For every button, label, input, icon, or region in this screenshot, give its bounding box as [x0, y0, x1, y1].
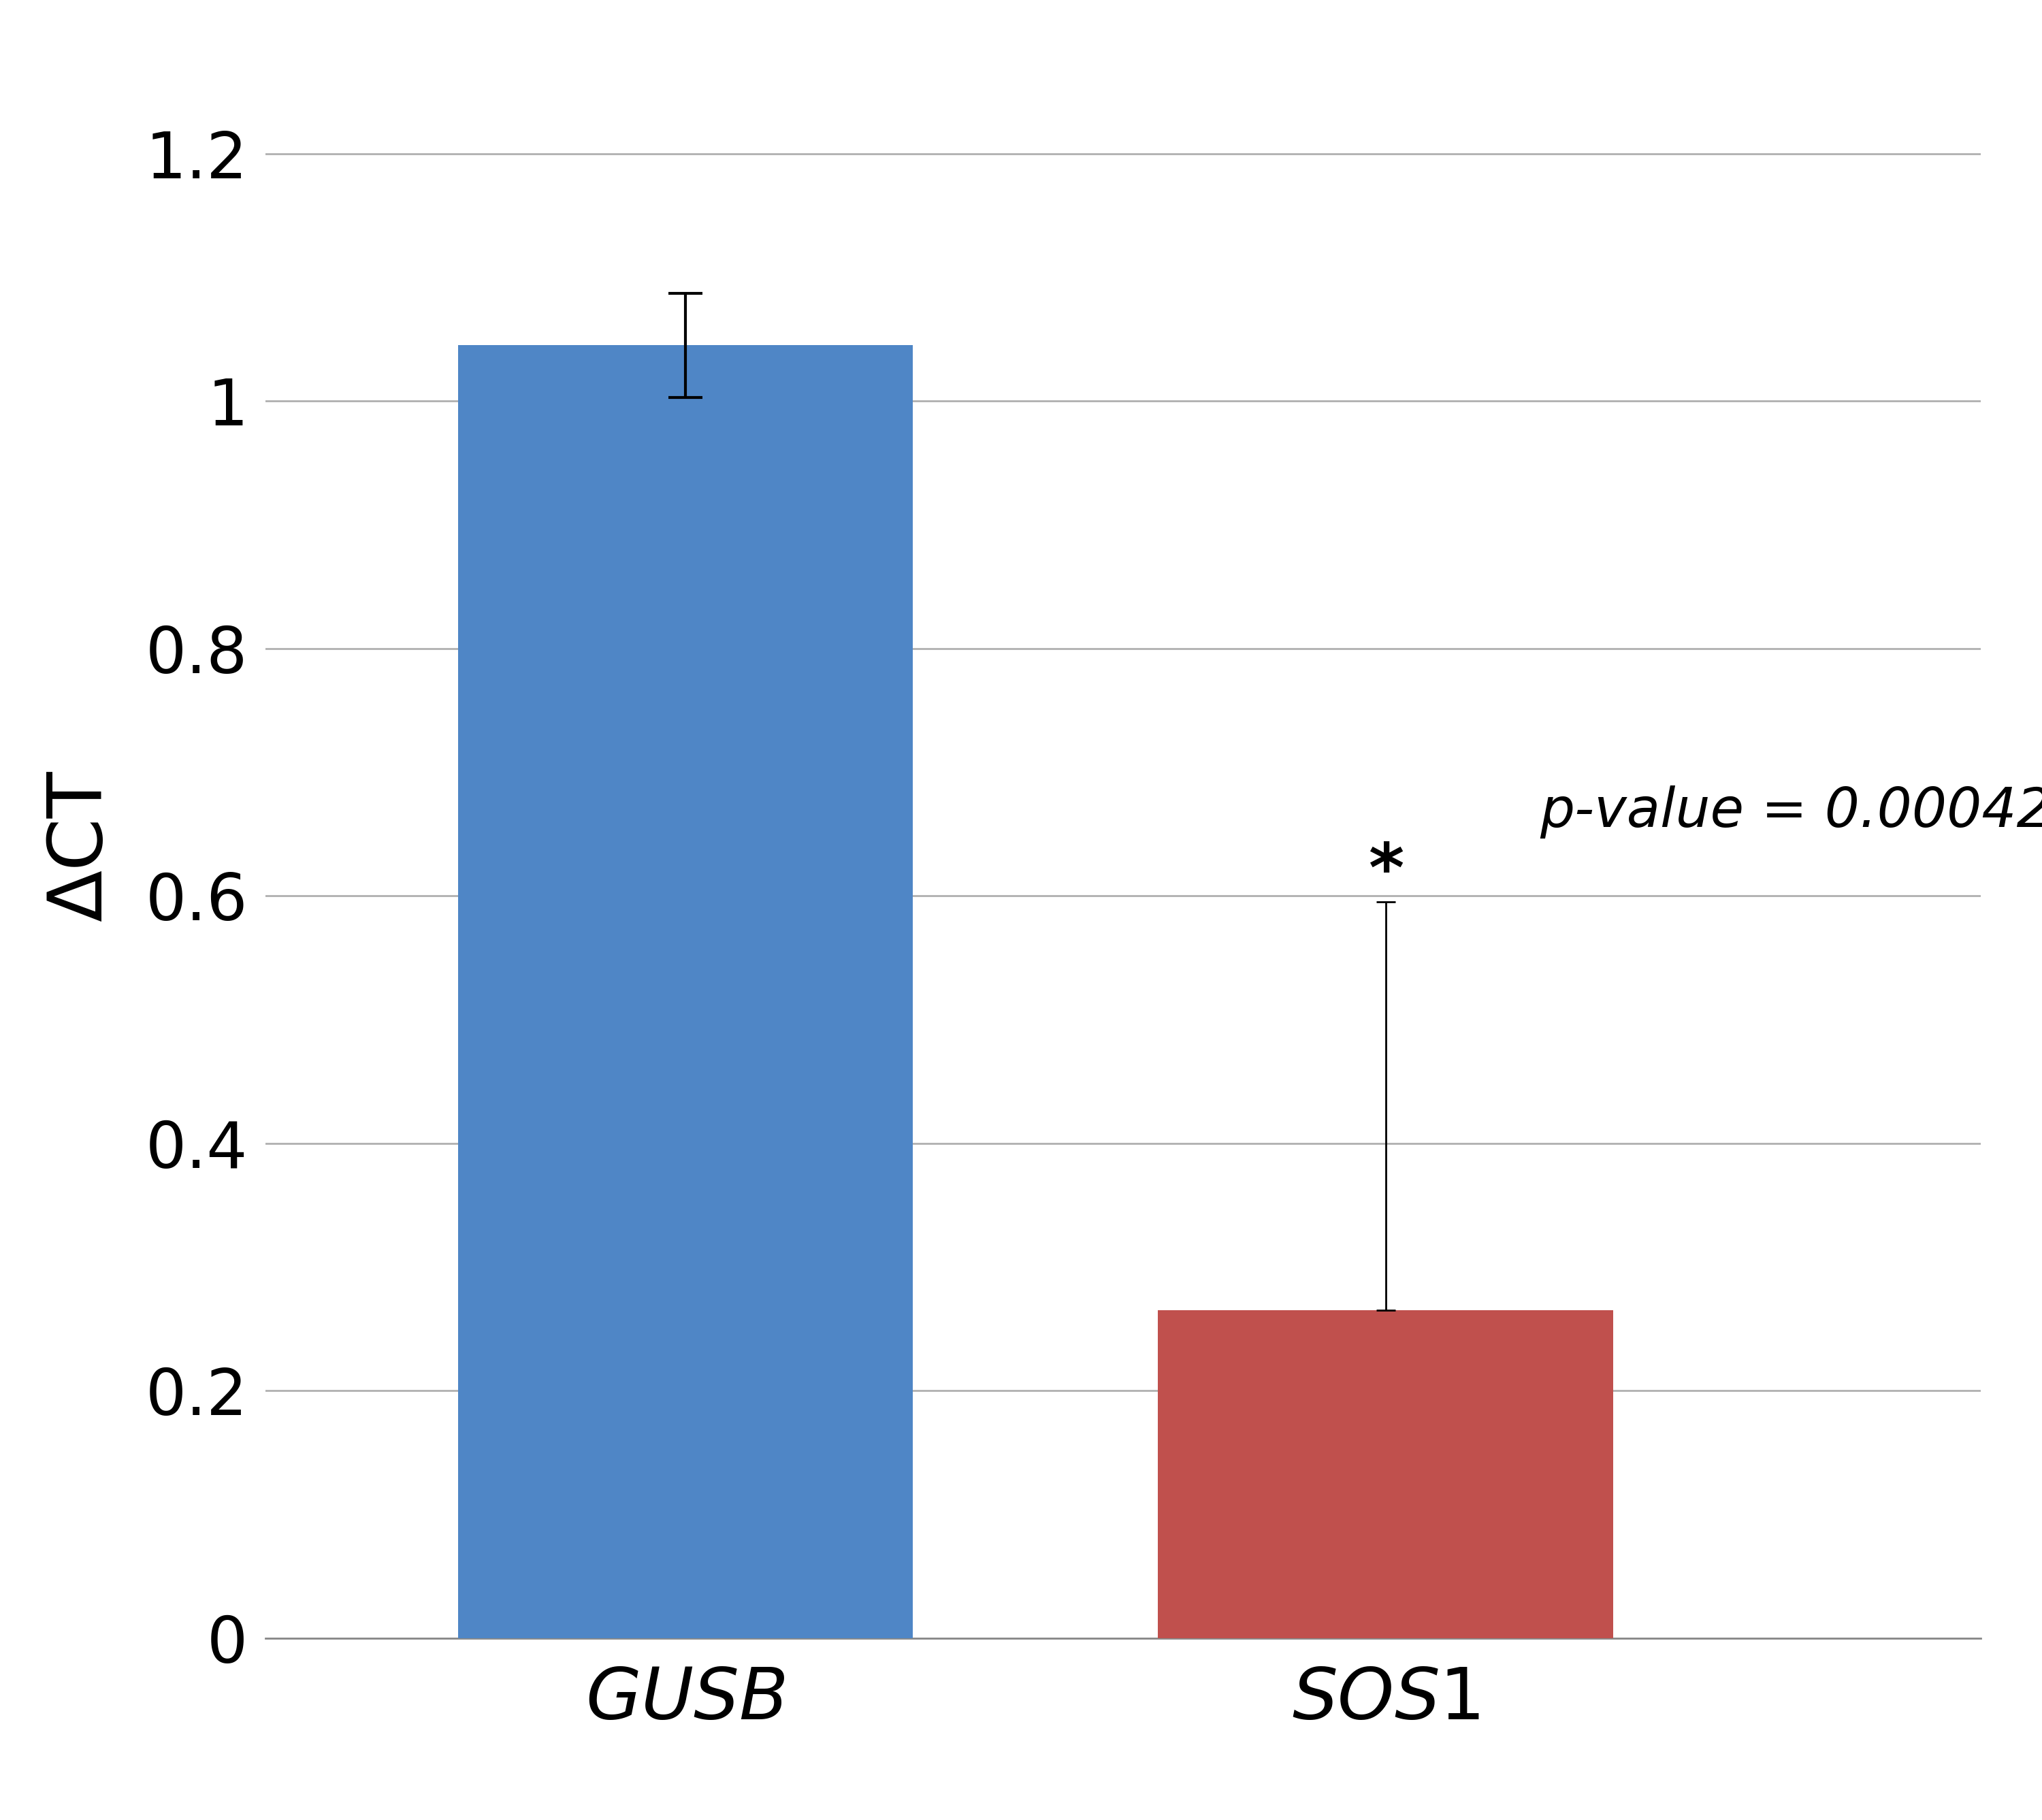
- Bar: [1158, 1310, 1613, 1638]
- Text: *: *: [1368, 839, 1403, 906]
- Bar: [457, 346, 913, 1638]
- Text: p-value = 0.00042: p-value = 0.00042: [1540, 784, 2042, 839]
- Y-axis label: ΔCT: ΔCT: [45, 772, 116, 921]
